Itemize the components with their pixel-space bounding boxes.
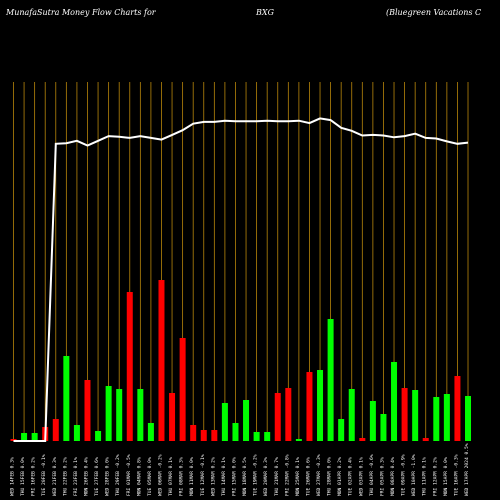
money-flow-bar (327, 319, 334, 441)
x-tick-label: WED 27MAR -0.3% (316, 454, 322, 496)
x-tick-label: THU 15FEB 0.0% (20, 457, 26, 496)
x-tick-label: FRI 23FEB 0.1% (73, 457, 79, 496)
x-axis-labels: WED 17APR 2024 0.5% TUE 16APR -0.3% MON 15… (10, 443, 471, 496)
x-tick-label: THU 29FEB -0.2% (115, 454, 121, 496)
x-tick-label: THU 28MAR 0.0% (327, 457, 333, 496)
x-tick-label: TUE 20FEB -0.1% (41, 454, 47, 496)
x-tick-label: MON 18MAR 0.5% (242, 457, 248, 496)
money-flow-bar (380, 414, 387, 441)
x-tick-label: WED 14FEB 0.3% (10, 457, 16, 496)
x-tick-label: THU 07MAR 0.1% (168, 457, 174, 496)
money-flow-bar (52, 419, 59, 441)
money-flow-bar (433, 397, 440, 441)
x-tick-label: TUE 26MAR 0.6% (305, 457, 311, 496)
ticker-symbol: BXG (256, 8, 274, 17)
money-flow-bars (10, 280, 472, 441)
x-tick-label: FRI 12APR 0.2% (432, 457, 438, 496)
x-tick-label: MON 15APR 0.0% (443, 457, 449, 496)
money-flow-bar (306, 372, 313, 441)
x-tick-label: THU 21MAR 0.7% (274, 457, 280, 496)
money-flow-bar (126, 292, 133, 441)
x-tick-label: FRI 22MAR -0.8% (284, 454, 290, 496)
x-tick-label: TUE 19MAR -0.2% (253, 454, 259, 496)
x-tick-label: THU 11APR 0.1% (422, 457, 428, 496)
x-tick-label: WED 13MAR 0.2% (210, 457, 216, 496)
site-title: MunafaSutra Money Flow Charts for (6, 8, 156, 17)
x-tick-label: WED 10APR -1.0% (411, 454, 417, 496)
x-tick-label: WED 28FEB 0.0% (105, 457, 111, 496)
money-flow-bar (84, 380, 91, 441)
money-flow-bar (465, 396, 472, 441)
x-tick-label: FRI 01MAR -0.5% (126, 454, 132, 496)
money-flow-bar (443, 394, 450, 441)
x-tick-label: FRI 15MAR 0.0% (231, 457, 237, 496)
x-tick-label: TUE 05MAR 0.0% (147, 457, 153, 496)
x-tick-label: FRI 05APR 0.3% (379, 457, 385, 496)
x-tick-label: THU 14MAR 0.1% (221, 457, 227, 496)
x-tick-label: TUE 27FEB 0.6% (94, 457, 100, 496)
money-flow-bar (190, 425, 197, 441)
x-tick-label: WED 03APR 0.1% (358, 457, 364, 496)
money-flow-bar (295, 439, 302, 441)
x-tick-label: MON 26FEB 0.4% (83, 457, 89, 496)
x-tick-label: MON 04MAR 0.8% (136, 457, 142, 496)
money-flow-bar (243, 400, 250, 441)
money-flow-bar (63, 356, 70, 441)
money-flow-bar (348, 389, 355, 441)
money-flow-bar (359, 438, 366, 441)
price-line (13, 117, 469, 442)
money-flow-bar (274, 393, 281, 441)
money-flow-bar (401, 388, 408, 441)
money-flow-bar (116, 389, 123, 441)
money-flow-bar (179, 338, 186, 441)
x-tick-label: THU 04APR -0.6% (369, 454, 375, 496)
money-flow-bar (369, 401, 376, 441)
x-tick-label: FRI 08MAR 0.3% (179, 457, 185, 496)
company-name: (Bluegreen Vacations C (386, 8, 482, 17)
money-flow-bar (169, 393, 176, 441)
x-tick-label: TUE 12MAR -0.1% (200, 454, 206, 496)
money-flow-bar (317, 370, 324, 441)
money-flow-bar (285, 388, 292, 441)
money-flow-bar (21, 433, 28, 441)
x-tick-label: TUE 09APR -0.9% (401, 454, 407, 496)
money-flow-bar (454, 376, 461, 441)
money-flow-bar (31, 433, 38, 441)
x-tick-label: MON 08APR 0.4% (390, 457, 396, 496)
money-flow-bar (95, 431, 102, 441)
x-tick-label: WED 06MAR -0.2% (157, 454, 163, 496)
money-flow-bar (147, 423, 154, 441)
x-tick-label: FRI 16FEB 0.2% (31, 457, 37, 496)
money-flow-bar (137, 389, 144, 441)
x-tick-label: MON 25MAR 0.1% (295, 457, 301, 496)
money-flow-bar (338, 419, 345, 441)
money-flow-bar (422, 438, 429, 441)
x-tick-label: THU 22FEB 0.2% (62, 457, 68, 496)
x-tick-label: WED 20MAR 0.3% (263, 457, 269, 496)
money-flow-bar (412, 390, 419, 441)
money-flow-bar (221, 403, 228, 441)
x-tick-label: WED 17APR 2024 0.5% (464, 443, 470, 496)
money-flow-bar (253, 432, 260, 441)
money-flow-bar (105, 386, 112, 441)
money-flow-bar (391, 362, 398, 441)
x-tick-label: MON 01APR 0.2% (337, 457, 343, 496)
x-tick-label: WED 21FEB 0.3% (52, 457, 58, 496)
money-flow-bar (211, 430, 218, 441)
money-flow-bar (264, 432, 271, 441)
x-tick-label: MON 11MAR 0.0% (189, 457, 195, 496)
money-flow-bar (200, 430, 207, 441)
x-tick-label: TUE 16APR -0.3% (453, 454, 459, 496)
money-flow-bar (232, 423, 239, 441)
money-flow-bar (73, 425, 80, 441)
x-tick-label: TUE 02APR 0.4% (348, 457, 354, 496)
money-flow-bar (158, 280, 165, 441)
